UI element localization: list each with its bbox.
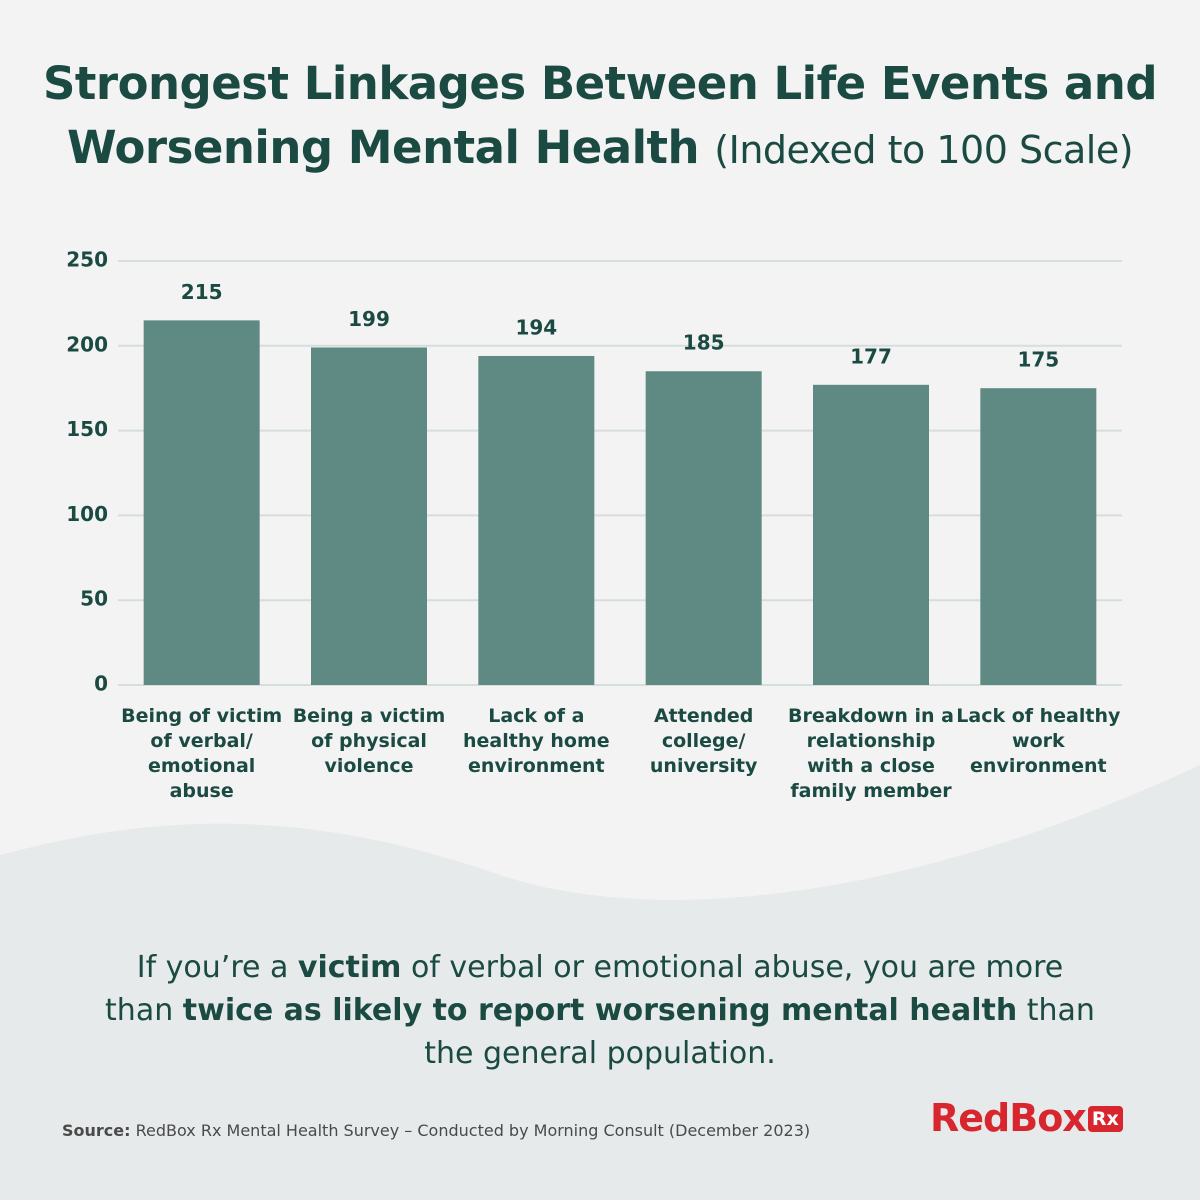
callout-text: If you’re a	[136, 950, 298, 985]
source-label: Source:	[62, 1121, 131, 1140]
y-tick-label: 250	[66, 248, 108, 272]
callout-text: of verbal or emotional abuse, you are mo…	[105, 950, 1064, 1028]
value-label: 175	[1017, 348, 1059, 372]
y-tick-label: 100	[66, 502, 108, 526]
bar	[645, 371, 762, 685]
background-wave	[0, 765, 1200, 1200]
value-label: 185	[683, 331, 725, 355]
x-tick-label: Breakdown in a relationship with a close…	[787, 705, 955, 802]
x-tick-label: Being a victim of physical violence	[292, 705, 446, 777]
y-tick-label: 150	[66, 417, 108, 441]
x-tick-label: Attended college/ university	[649, 705, 758, 777]
bar	[311, 347, 427, 685]
x-tick-label: Lack of healthy work environment	[956, 705, 1121, 777]
callout: If you’re a victim of verbal or emotiona…	[100, 946, 1100, 1075]
x-tick-label: Being of victim of verbal/ emotional abu…	[121, 705, 283, 802]
value-label: 194	[515, 315, 557, 339]
source-text: RedBox Rx Mental Health Survey – Conduct…	[135, 1121, 811, 1140]
y-tick-label: 200	[66, 332, 108, 356]
value-label: 199	[348, 307, 390, 331]
bar	[980, 388, 1097, 685]
logo-name: RedBox	[930, 1096, 1087, 1140]
logo: RedBox Rx	[930, 1096, 1123, 1140]
chart-title: Strongest Linkages Between Life Events a…	[42, 57, 1158, 174]
callout-emphasis: twice as likely to report worsening ment…	[182, 993, 1018, 1028]
chart-title-block: Strongest Linkages Between Life Events a…	[0, 52, 1200, 182]
y-tick-label: 50	[80, 587, 108, 611]
x-tick-label: Lack of a healthy home environment	[463, 705, 610, 777]
bar	[813, 384, 929, 685]
callout-text: than the general population.	[424, 993, 1095, 1071]
y-tick-label: 0	[94, 672, 108, 696]
chart-subtitle: (Indexed to 100 Scale)	[714, 128, 1134, 172]
value-label: 177	[850, 344, 892, 368]
bar	[143, 320, 260, 685]
bar	[478, 355, 595, 685]
source: Source: RedBox Rx Mental Health Survey –…	[62, 1121, 810, 1140]
callout-emphasis: victim	[297, 950, 402, 985]
value-label: 215	[181, 280, 223, 304]
logo-badge: Rx	[1087, 1106, 1123, 1132]
